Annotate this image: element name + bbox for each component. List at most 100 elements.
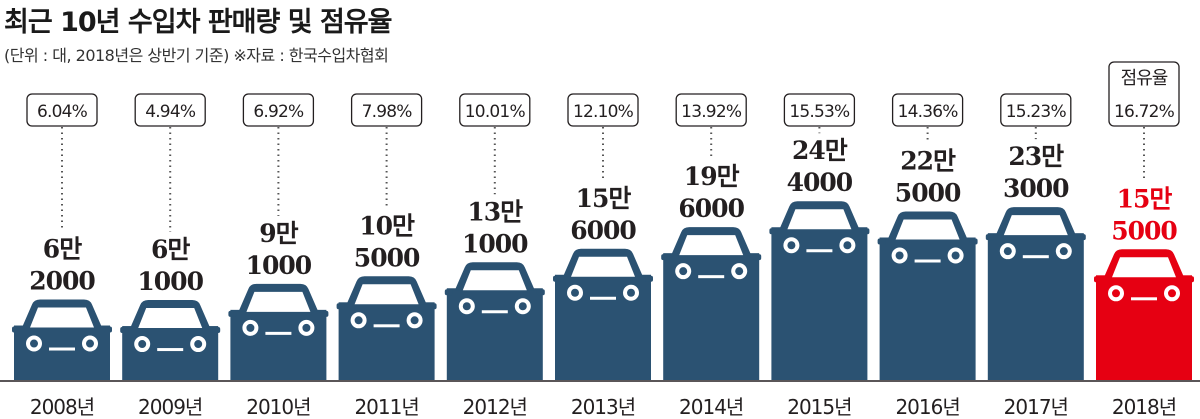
car-grille (914, 259, 941, 263)
car-headlight-inner (843, 241, 852, 250)
value-label: 15만 (576, 184, 632, 213)
car-windshield (138, 308, 203, 329)
value-label: 13만 (467, 197, 523, 226)
value-label: 3000 (1003, 174, 1069, 203)
value-label: 23만 (1008, 142, 1064, 171)
car-headlight-inner (895, 251, 904, 260)
share-box (675, 93, 747, 127)
share-box (1000, 93, 1072, 127)
car-windshield (1003, 215, 1068, 236)
value-label: 24만 (792, 136, 848, 165)
share-heading: 점유율 (1121, 68, 1168, 89)
car-headlight-inner (627, 288, 635, 297)
car-headlight-inner (679, 267, 688, 276)
car-windshield (354, 284, 419, 305)
bar (338, 302, 435, 380)
bar (771, 227, 868, 380)
car-mirror (228, 310, 237, 317)
car-mirror (553, 275, 561, 282)
car-headlight-inner (735, 267, 744, 276)
car-mirror (661, 254, 670, 261)
x-tick-label: 2017년 (1004, 395, 1068, 419)
car-headlight-inner (787, 241, 796, 250)
share-value: 12.10% (573, 102, 634, 122)
share-value: 13.92% (681, 102, 742, 122)
value-label: 5000 (895, 179, 961, 208)
car-mirror (428, 303, 437, 310)
bar (230, 309, 327, 380)
car-headlight-inner (462, 302, 471, 311)
car-windshield (246, 291, 311, 312)
car-headlight-inner (518, 302, 527, 311)
car-mirror (444, 289, 453, 296)
share-value: 15.53% (789, 102, 850, 122)
car-headlight-inner (138, 340, 147, 349)
share-box (567, 93, 639, 127)
share-box (891, 93, 964, 127)
share-box (1108, 61, 1180, 127)
share-value: 4.94% (145, 102, 196, 122)
share-value: 6.92% (253, 102, 304, 122)
x-tick-label: 2012년 (463, 395, 527, 419)
car-mirror (877, 238, 886, 245)
share-value: 15.23% (1006, 102, 1067, 122)
car-mirror (1094, 276, 1102, 283)
share-value: 10.01% (465, 102, 526, 122)
value-label: 10만 (359, 211, 415, 240)
share-box (242, 93, 315, 127)
share-box (134, 93, 206, 127)
car-headlight-inner (354, 316, 363, 325)
car-windshield (1112, 257, 1176, 278)
car-grille (698, 275, 725, 279)
x-tick-label: 2015년 (787, 395, 851, 419)
car-windshield (895, 219, 960, 240)
value-label: 6000 (678, 194, 744, 223)
value-label: 5000 (1111, 216, 1177, 245)
car-mirror (536, 289, 545, 296)
share-box (459, 93, 531, 127)
value-label: 6000 (570, 216, 636, 245)
car-mirror (861, 228, 870, 235)
value-label: 15만 (1117, 184, 1173, 213)
car-headlight-inner (1168, 289, 1176, 298)
x-tick-label: 2009년 (138, 395, 202, 419)
car-headlight-inner (302, 323, 311, 332)
car-mirror (320, 310, 329, 317)
x-tick-label: 2011년 (354, 395, 418, 419)
value-label: 6만 (151, 235, 190, 264)
chart-subtitle: (단위 : 대, 2018년은 상반기 기준) ※자료 : 한국수입차협회 (4, 46, 389, 65)
car-mirror (120, 327, 129, 334)
car-mirror (769, 228, 778, 235)
value-label: 6만 (43, 235, 82, 264)
x-tick-label: 2018년 (1112, 395, 1176, 419)
share-box (26, 93, 98, 127)
car-mirror (212, 327, 221, 334)
x-tick-label: 2013년 (571, 395, 635, 419)
share-value: 14.36% (898, 102, 959, 122)
value-label: 1000 (137, 267, 203, 296)
car-mirror (985, 234, 994, 241)
car-mirror (969, 238, 978, 245)
car-windshield (462, 270, 527, 291)
share-box (350, 93, 423, 127)
car-grille (265, 331, 292, 335)
car-mirror (12, 326, 20, 333)
car-grille (373, 324, 400, 328)
car-grille (157, 348, 184, 352)
car-grille (806, 249, 833, 253)
car-headlight-inner (86, 339, 94, 348)
share-box (783, 93, 856, 127)
car-mirror (1077, 234, 1086, 241)
x-tick-label: 2014년 (679, 395, 743, 419)
car-grille (590, 296, 616, 300)
car-headlight-inner (194, 340, 203, 349)
car-windshield (679, 235, 744, 256)
car-windshield (571, 256, 635, 277)
car-windshield (787, 209, 852, 230)
car-headlight-inner (1059, 247, 1068, 256)
value-label: 4000 (787, 168, 853, 197)
value-label: 9만 (259, 219, 298, 248)
car-grille (1022, 255, 1049, 259)
car-grille (1131, 297, 1157, 301)
value-label: 1000 (246, 251, 312, 280)
